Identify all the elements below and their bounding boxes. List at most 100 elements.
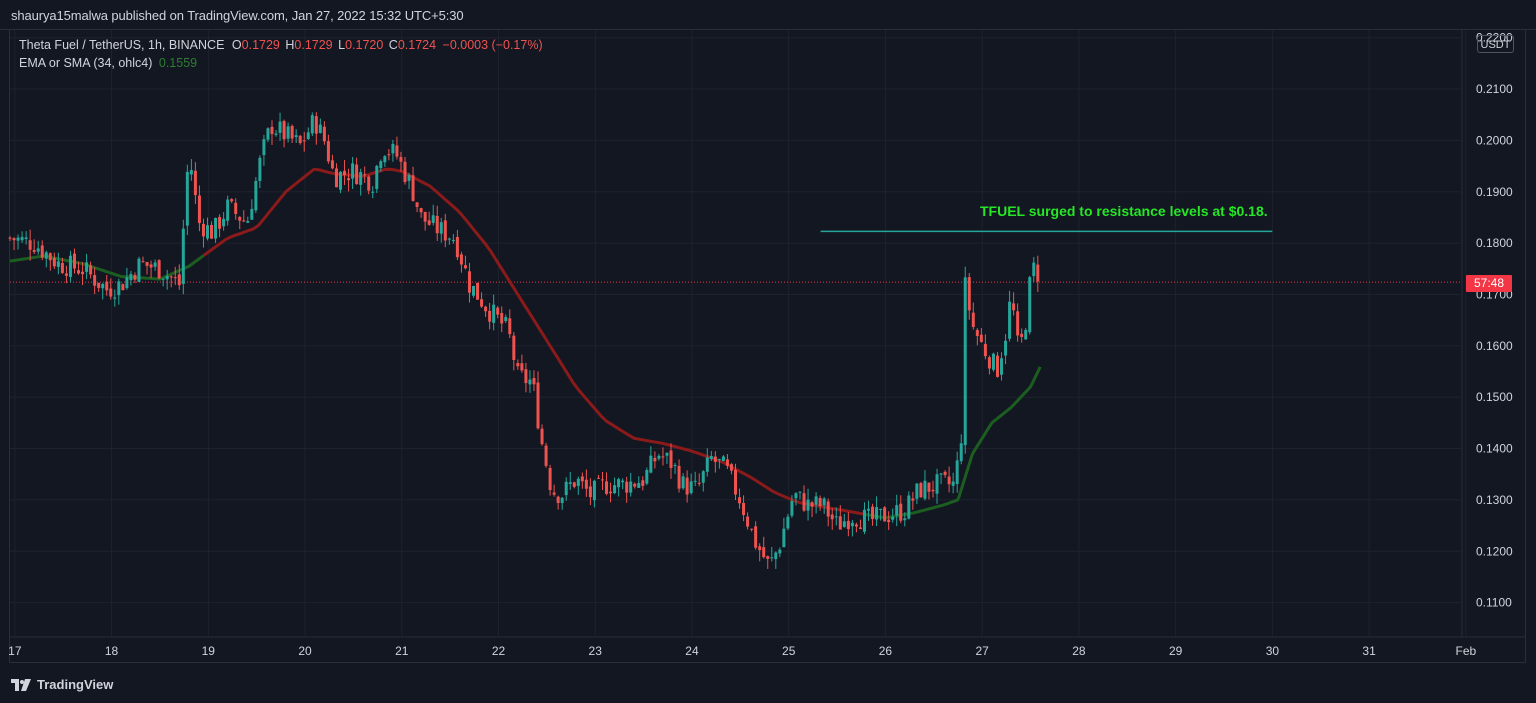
price-tick-label: 0.1600 <box>1476 339 1513 353</box>
candle-body <box>270 126 274 135</box>
candle-body <box>625 481 629 493</box>
legend-o-label: O <box>231 38 242 52</box>
candle-body <box>564 481 568 496</box>
candle-body <box>1024 329 1028 340</box>
candle-body <box>617 479 621 488</box>
candle-body <box>782 528 786 548</box>
candle-body <box>592 480 596 501</box>
time-tick-label: 28 <box>1072 644 1086 658</box>
candle-body <box>927 482 931 492</box>
candle-body <box>492 304 496 323</box>
candle-body <box>189 170 193 175</box>
candle-body <box>234 202 238 214</box>
candle-body <box>584 479 588 489</box>
price-axis[interactable]: 0.11000.12000.13000.14000.15000.16000.17… <box>1476 31 1513 610</box>
price-tick-label: 0.1800 <box>1476 236 1513 250</box>
time-axis[interactable]: 17 18 19 20 21 22 23 24 25 26 27 28 29 30 31 Feb <box>8 644 1476 658</box>
candle-body <box>790 501 794 516</box>
candle-body <box>967 277 971 311</box>
candle-body <box>40 245 44 258</box>
candle-body <box>754 526 758 548</box>
candle-body <box>854 524 858 527</box>
candle-body <box>435 215 439 234</box>
candle-body <box>334 168 338 188</box>
time-tick-label: 25 <box>782 644 796 658</box>
candle-body <box>214 217 218 239</box>
candle-body <box>1020 333 1024 337</box>
candle-body <box>431 215 435 223</box>
candle-body <box>673 465 677 467</box>
candle-body <box>226 199 230 221</box>
candle-body <box>447 238 451 240</box>
chart-annotation[interactable]: TFUEL surged to resistance levels at $0.… <box>980 203 1268 219</box>
candle-body <box>85 262 89 272</box>
candles-group <box>8 112 1040 569</box>
candle-body <box>850 522 854 527</box>
candle-body <box>443 220 447 241</box>
candle-body <box>903 518 907 521</box>
candle-body <box>899 503 903 521</box>
price-tick-label: 0.1100 <box>1476 596 1512 610</box>
time-tick-label: 18 <box>105 644 119 658</box>
candle-body <box>943 471 947 476</box>
candle-body <box>407 175 411 181</box>
time-tick-label: 22 <box>492 644 506 658</box>
candle-body <box>89 265 93 275</box>
time-tick-label: 31 <box>1362 644 1376 658</box>
candle-body <box>326 141 330 162</box>
candle-body <box>105 281 109 291</box>
candle-body <box>891 516 895 520</box>
candle-body <box>218 216 222 229</box>
legend-symbol[interactable]: Theta Fuel / TetherUS, 1h, BINANCE <box>19 38 225 52</box>
candle-body <box>205 225 209 239</box>
candle-body <box>725 459 729 466</box>
candle-body <box>500 312 504 324</box>
chart-pane-border <box>9 29 1526 663</box>
candle-body <box>609 491 613 494</box>
candle-body <box>193 170 197 196</box>
candle-body <box>588 486 592 498</box>
candle-body <box>742 503 746 516</box>
indicator-label[interactable]: EMA or SMA (34, ohlc4) <box>19 56 153 70</box>
candle-body <box>544 445 548 466</box>
candle-body <box>879 508 883 510</box>
candle-body <box>701 471 705 483</box>
candle-body <box>830 514 834 520</box>
legend-h-label: H <box>285 38 295 52</box>
candle-body <box>883 507 887 522</box>
candle-body <box>717 459 721 461</box>
candle-body <box>375 165 379 190</box>
candle-body <box>637 483 641 488</box>
candle-body <box>258 157 262 181</box>
time-tick-label: 30 <box>1266 644 1280 658</box>
candle-body <box>774 552 778 560</box>
candle-body <box>875 507 879 520</box>
legend-l-value: 0.1720 <box>345 38 384 52</box>
candle-body <box>669 450 673 469</box>
tradingview-brand[interactable]: TradingView <box>11 677 113 692</box>
candle-body <box>383 156 387 163</box>
candle-body <box>721 456 725 462</box>
candle-body <box>157 260 161 279</box>
candle-body <box>298 135 302 144</box>
candle-body <box>77 270 81 274</box>
candle-body <box>427 220 431 225</box>
candle-body <box>1012 303 1016 311</box>
candle-body <box>121 284 125 291</box>
candle-body <box>230 199 234 202</box>
candle-body <box>322 126 326 142</box>
time-tick-label: 20 <box>298 644 312 658</box>
candle-body <box>81 271 85 275</box>
candle-body <box>786 516 790 529</box>
candle-body <box>125 277 129 289</box>
candle-body <box>64 273 68 276</box>
candle-body <box>778 549 782 554</box>
candle-body <box>504 317 508 322</box>
candle-body <box>758 546 762 551</box>
candle-body <box>371 191 375 193</box>
currency-badge[interactable]: USDT <box>1477 35 1514 53</box>
price-tick-label: 0.1500 <box>1476 390 1513 404</box>
candle-body <box>355 164 359 185</box>
candle-body <box>810 502 814 507</box>
